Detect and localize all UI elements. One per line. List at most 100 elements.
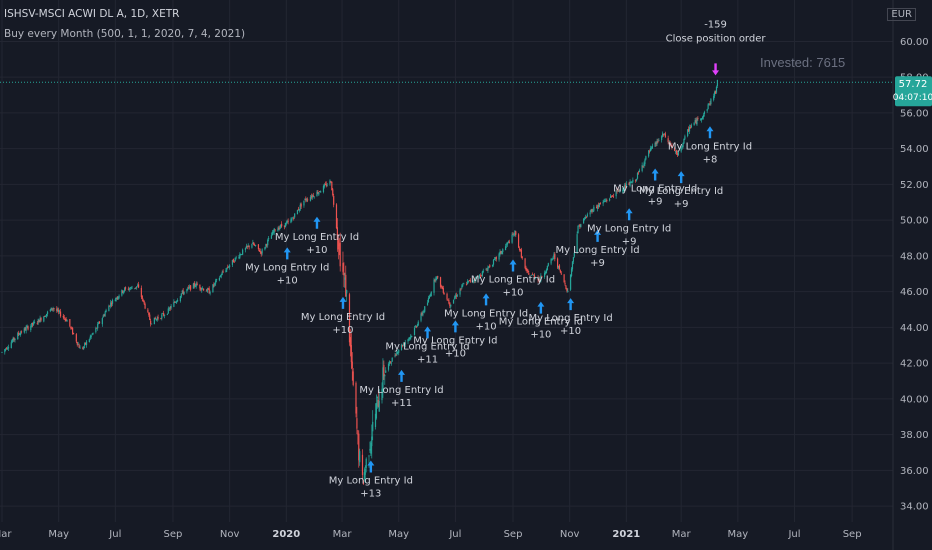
candle-body	[32, 322, 34, 325]
candle-body	[448, 300, 450, 304]
candle-body	[260, 251, 262, 255]
candle-body	[111, 303, 113, 305]
candle-body	[246, 245, 248, 247]
entry-arrow-icon	[424, 326, 432, 339]
candle-body	[533, 274, 535, 278]
candle-body	[580, 224, 582, 228]
candle-body	[65, 318, 67, 321]
candle-body	[59, 311, 62, 317]
candle-body	[241, 254, 243, 255]
candle-body	[38, 319, 40, 323]
candle-body	[515, 231, 517, 235]
candle-body	[714, 91, 717, 94]
strategy-legend[interactable]: Buy every Month (500, 1, 1, 2020, 7, 4, …	[4, 28, 246, 40]
candle-body	[701, 118, 703, 121]
candle-body	[442, 287, 444, 293]
candle-body	[642, 165, 644, 167]
candle-body	[415, 326, 417, 328]
candle-body	[129, 288, 131, 290]
candle-body	[6, 348, 8, 350]
entry-arrow-icon	[482, 293, 490, 306]
candle-body	[221, 272, 223, 275]
candle-body	[285, 222, 287, 224]
candle-body	[64, 318, 66, 320]
currency-badge[interactable]: EUR	[887, 8, 916, 21]
candle-body	[19, 332, 22, 335]
candle-body	[377, 400, 379, 407]
candle-body	[131, 287, 133, 289]
candle-body	[148, 312, 150, 315]
candle-body	[97, 323, 99, 329]
candle-body	[229, 265, 231, 268]
entry-label: My Long Entry Id	[639, 186, 723, 197]
candle-body	[305, 198, 307, 201]
candle-body	[563, 274, 565, 283]
candle-body	[447, 299, 449, 301]
candle-body	[414, 326, 417, 328]
candle-body	[593, 206, 595, 211]
candle-body	[170, 305, 172, 309]
candle-body	[255, 244, 257, 246]
candle-body	[410, 335, 412, 338]
candle-body	[127, 288, 129, 290]
candle-body	[534, 277, 536, 279]
candle-body	[596, 206, 598, 209]
candle-body	[182, 290, 184, 294]
candle-body	[632, 179, 634, 182]
symbol-title[interactable]: ISHSV-MSCI ACWI DL A, 1D, XETR	[4, 8, 180, 20]
candle-body	[10, 342, 12, 348]
candle-body	[24, 328, 26, 331]
candle-body	[203, 288, 205, 291]
candle-body	[36, 322, 38, 324]
candle-body	[5, 348, 7, 350]
candle-body	[62, 315, 64, 318]
candle-body	[684, 136, 686, 139]
candle-body	[70, 326, 72, 328]
candle-body	[115, 298, 117, 299]
candle-body	[342, 263, 344, 272]
candle-body	[598, 203, 601, 207]
candle-body	[676, 153, 679, 156]
candle-body	[19, 333, 21, 336]
candle-body	[254, 245, 256, 246]
candle-body	[689, 126, 692, 128]
candle-body	[622, 189, 625, 191]
candle-body	[265, 244, 267, 247]
candle-body	[272, 231, 274, 233]
candle-body	[82, 347, 84, 349]
candle-body	[330, 181, 332, 183]
candle-body	[578, 225, 580, 227]
candle-body	[273, 228, 275, 233]
candle-body	[348, 294, 351, 343]
candle-body	[149, 314, 151, 320]
candle-body	[45, 313, 48, 317]
candle-body	[382, 367, 384, 393]
invested-label: Invested: 7615	[760, 55, 845, 70]
candle-body	[656, 140, 658, 145]
candle-body	[261, 249, 263, 254]
candle-body	[102, 315, 104, 318]
entry-label: My Long Entry Id	[444, 308, 528, 319]
candle-body	[312, 195, 314, 197]
candle-body	[320, 191, 322, 193]
candle-body	[352, 371, 354, 385]
candle-body	[77, 344, 79, 346]
candle-body	[655, 142, 657, 144]
candle-body	[577, 225, 579, 234]
candle-body	[413, 327, 416, 336]
candle-body	[279, 227, 281, 229]
candle-body	[638, 170, 640, 173]
entry-arrow-icon	[313, 216, 321, 229]
candle-body	[310, 196, 312, 198]
candle-body	[417, 321, 419, 326]
candle-body	[654, 142, 656, 147]
candle-body	[585, 216, 588, 218]
candle-body	[12, 337, 14, 342]
candle-body	[514, 230, 516, 236]
x-axis: Mar May Jul Sep Nov 2020 Mar May Jul Sep Nov 2021 Ma…	[0, 529, 862, 540]
candle-body	[700, 119, 702, 120]
candle-body	[610, 195, 613, 197]
candle-body	[428, 296, 430, 299]
entry-label: My Long Entry Id	[329, 475, 413, 486]
